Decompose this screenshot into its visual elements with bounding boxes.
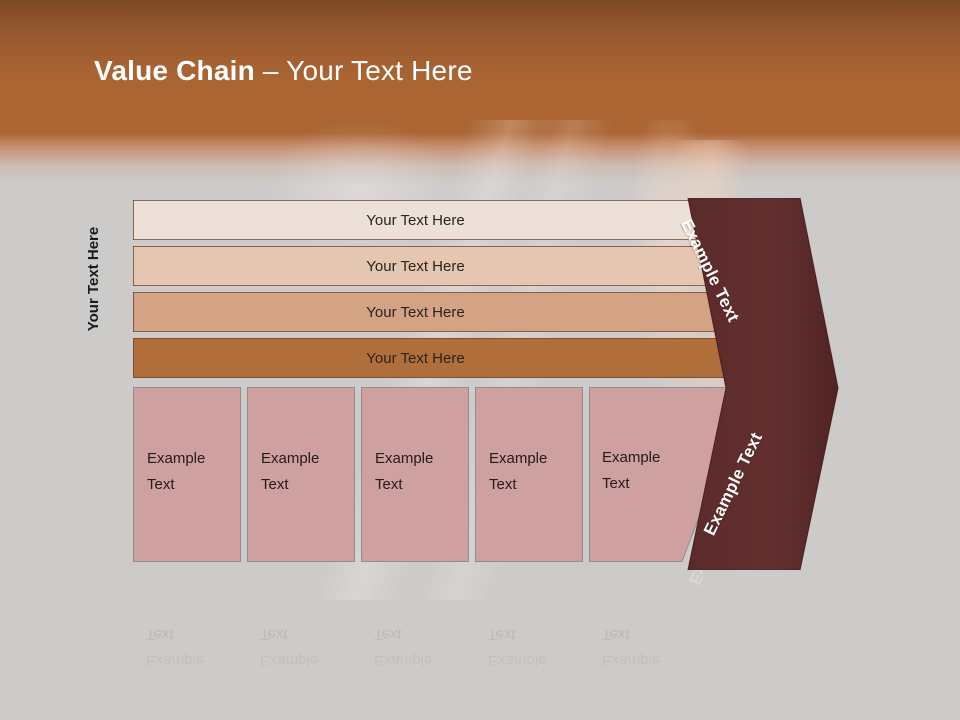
reflection-text-3: Text Example	[374, 621, 432, 673]
header-band	[0, 0, 960, 133]
slide-title: Value Chain – Your Text Here	[94, 55, 473, 87]
support-box-4-text: Example Text	[489, 446, 547, 498]
reflection-5-line1: Example	[602, 651, 661, 669]
support-box-1-text: Example Text	[147, 446, 205, 498]
bar-4-label: Your Text Here	[366, 349, 465, 367]
support-box-3-text: Example Text	[375, 446, 433, 498]
support-box-4-line2: Text	[489, 475, 517, 493]
reflection-2-line1: Example	[260, 651, 319, 669]
support-box-4-line1: Example	[489, 450, 548, 467]
support-box-4-reflection: Text Example	[475, 563, 583, 718]
reflection-3-line2: Text	[374, 625, 402, 643]
reflection-1-line2: Text	[146, 625, 174, 643]
bar-2-label: Your Text Here	[366, 257, 465, 275]
bar-3-shape	[133, 292, 729, 332]
support-box-3-line1: Example	[375, 450, 434, 467]
support-box-3[interactable]: Example Text	[361, 387, 469, 562]
bar-3-label: Your Text Here	[366, 303, 465, 321]
reflection-2-line2: Text	[260, 625, 288, 643]
support-box-3-line2: Text	[375, 475, 403, 493]
support-box-2-line2: Text	[261, 475, 289, 493]
reflection-text-4: Text Example	[488, 621, 546, 673]
support-box-2-line1: Example	[261, 450, 320, 467]
bar-1-label: Your Text Here	[366, 211, 465, 229]
value-chain-bar-3[interactable]: Your Text Here	[133, 292, 729, 332]
support-box-5-shape	[589, 387, 749, 562]
slide-title-bold: Value Chain	[94, 55, 255, 86]
support-box-1[interactable]: Example Text	[133, 387, 241, 562]
arrow-shape	[687, 198, 839, 570]
support-box-4[interactable]: Example Text	[475, 387, 583, 562]
arrow-reflection-label: Example Text	[684, 570, 750, 588]
header-fade	[0, 133, 960, 185]
slide-title-rest: – Your Text Here	[254, 55, 473, 86]
reflection-3-line1: Example	[374, 651, 433, 669]
reflection-4-line1: Example	[488, 651, 547, 669]
reflection-5-line2: Text	[602, 625, 630, 643]
reflection-4-line2: Text	[488, 625, 516, 643]
support-box-3-reflection: Text Example	[361, 563, 469, 718]
bar-1-shape	[133, 200, 725, 240]
value-chain-arrow[interactable]	[660, 198, 840, 570]
reflection-text-5: Text Example	[602, 621, 660, 673]
reflection-text-2: Text Example	[260, 621, 318, 673]
support-box-2[interactable]: Example Text	[247, 387, 355, 562]
vertical-axis-label: Your Text Here	[85, 226, 102, 332]
support-box-5-text: Example Text	[602, 445, 660, 497]
support-box-5-line2: Text	[602, 474, 630, 492]
reflection-text-1: Text Example	[146, 621, 204, 673]
value-chain-bar-4[interactable]: Your Text Here	[133, 338, 755, 378]
bar-2-shape	[133, 246, 705, 286]
support-box-2-text: Example Text	[261, 446, 319, 498]
value-chain-bar-2[interactable]: Your Text Here	[133, 246, 705, 286]
support-box-5[interactable]: Example Text	[589, 387, 749, 562]
reflection-1-line1: Example	[146, 651, 205, 669]
support-box-1-line1: Example	[147, 450, 206, 467]
arrow-reflection: Example Text	[660, 570, 840, 718]
support-box-5-line1: Example	[602, 449, 661, 466]
support-box-1-line2: Text	[147, 475, 175, 493]
bar-4-shape	[133, 338, 755, 378]
support-box-2-reflection: Text Example	[247, 563, 355, 718]
value-chain-bar-1[interactable]: Your Text Here	[133, 200, 725, 240]
support-box-1-reflection: Text Example	[133, 563, 241, 718]
